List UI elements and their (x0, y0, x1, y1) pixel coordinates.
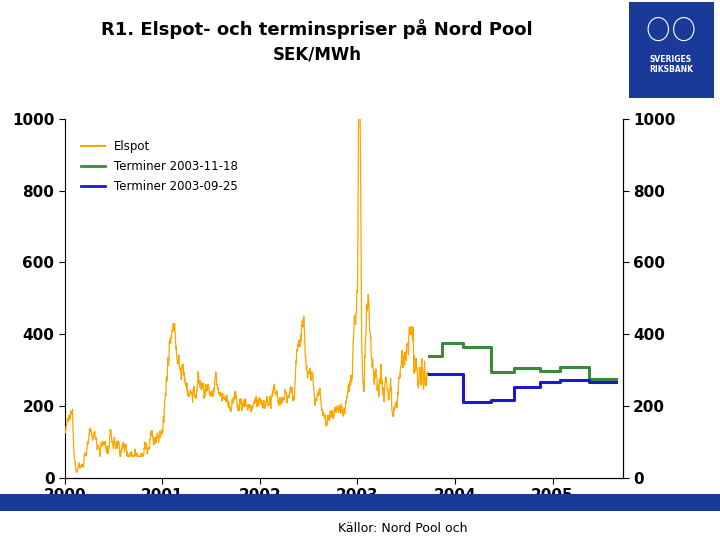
Legend: Elspot, Terminer 2003-11-18, Terminer 2003-09-25: Elspot, Terminer 2003-11-18, Terminer 20… (76, 136, 243, 198)
Text: SEK/MWh: SEK/MWh (272, 46, 361, 64)
Text: SVERIGES
RIKSBANK: SVERIGES RIKSBANK (649, 55, 693, 75)
Text: R1. Elspot- och terminspriser på Nord Pool: R1. Elspot- och terminspriser på Nord Po… (101, 19, 533, 39)
Text: Källor: Nord Pool och: Källor: Nord Pool och (338, 522, 468, 535)
